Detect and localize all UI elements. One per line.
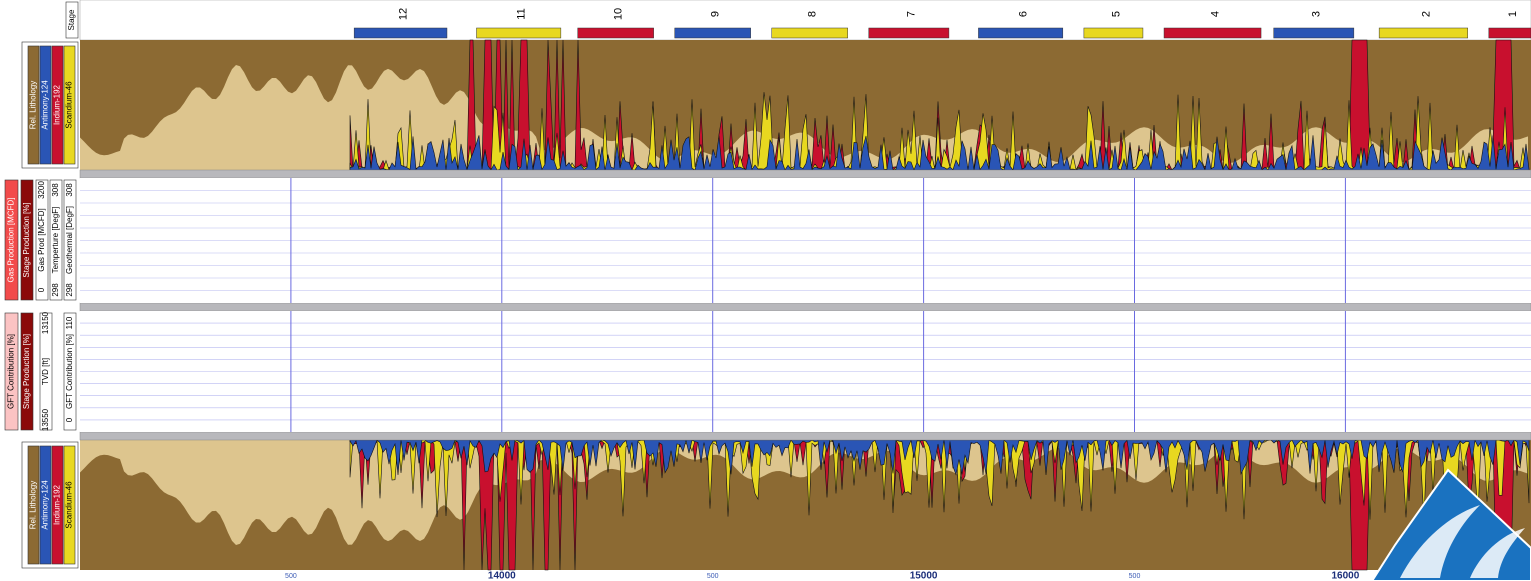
lithology-legend: Scandium-46	[65, 81, 74, 129]
stage-label: 4	[1209, 11, 1221, 17]
stage-marker	[1164, 28, 1261, 38]
separator	[80, 432, 1531, 440]
tvd-scale-title: TVD [ft]	[41, 358, 50, 385]
gas-legend: Gas Production [MCFD]	[7, 198, 16, 283]
stage-label: 2	[1420, 11, 1432, 17]
tvd-scale-min: 13550	[41, 408, 50, 431]
gft-legend: Stage Production [%]	[22, 334, 31, 409]
temperature-scale-max: 308	[51, 183, 60, 197]
lithology-legend: Scandium-46	[65, 481, 74, 529]
stage-label: 9	[710, 11, 722, 17]
stage-marker	[1489, 28, 1531, 38]
stage-marker	[978, 28, 1062, 38]
gas-scale-title: Gas Prod [MCFD]	[37, 208, 46, 272]
lithology-legend: Rel. Lithology	[29, 81, 38, 129]
lithology-legend: Rel. Lithology	[29, 481, 38, 529]
separator	[80, 170, 1531, 178]
x-tick-label: 500	[285, 573, 297, 580]
x-tick-label: 16000	[1332, 571, 1360, 581]
stage-label: 1	[1507, 11, 1519, 17]
stage-marker	[1084, 28, 1143, 38]
gft-scale-title: GFT Contribution [%]	[65, 334, 74, 409]
well-log: Stage 128 %9 %1115 %8 %108 %10 %93 %9 %8…	[0, 0, 1531, 581]
separator	[80, 303, 1531, 311]
lithology-legend: Indium-192	[53, 484, 62, 525]
stage-marker	[354, 28, 447, 38]
lithology-legend: Antimony-124	[41, 480, 50, 530]
x-tick-label: 15000	[910, 571, 938, 581]
gas-scale-max: 3200	[37, 181, 46, 199]
geothermal-scale-title: Geothermal [DegF]	[65, 206, 74, 274]
stage-label: 8	[807, 11, 819, 17]
stage-marker	[476, 28, 560, 38]
lithology-track	[80, 440, 1531, 570]
geothermal-scale-max: 308	[65, 183, 74, 197]
gft-legend: GFT Contribution [%]	[7, 334, 16, 409]
stage-marker	[869, 28, 949, 38]
temperature-scale-title: Temperture [DegF]	[51, 207, 60, 274]
stage-marker	[772, 28, 848, 38]
stage-label: 11	[516, 8, 528, 19]
gas-scale-min: 0	[37, 287, 46, 292]
stage-marker	[1274, 28, 1354, 38]
gft-scale-min: 0	[65, 417, 74, 422]
geothermal-scale-min: 298	[65, 283, 74, 297]
stage-label: 7	[906, 11, 918, 17]
stage-label: 12	[397, 8, 409, 20]
stage-label: 6	[1018, 11, 1030, 17]
lithology-legend: Indium-192	[53, 84, 62, 125]
gas-legend: Stage Production [%]	[22, 202, 31, 277]
tvd-scale-max: 13150	[41, 311, 50, 334]
x-tick-label: 500	[707, 573, 719, 580]
x-tick-label: 14000	[488, 571, 516, 581]
temperature-scale-min: 298	[51, 283, 60, 297]
lithology-legend: Antimony-124	[41, 80, 50, 130]
stage-label: 3	[1311, 11, 1323, 17]
lithology-track	[80, 40, 1531, 170]
gft-scale-max: 110	[65, 316, 74, 329]
stage-label: 5	[1110, 11, 1122, 17]
x-tick-label: 500	[1129, 573, 1141, 580]
stage-label: 10	[613, 8, 625, 20]
stage-marker	[578, 28, 654, 38]
stage-header-title: Stage	[67, 9, 76, 30]
stage-marker	[675, 28, 751, 38]
stage-marker	[1379, 28, 1468, 38]
